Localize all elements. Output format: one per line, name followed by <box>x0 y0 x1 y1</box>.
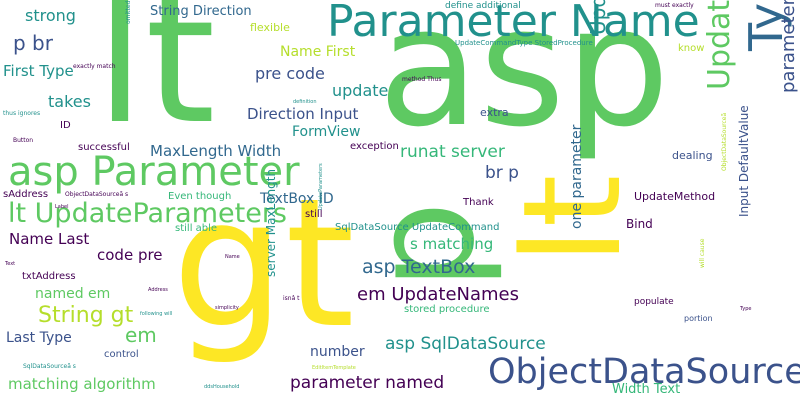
cloud-word: ObjectDataSourceã s <box>65 191 129 198</box>
cloud-word: still able <box>175 223 218 234</box>
cloud-word: dealing <box>672 149 713 162</box>
cloud-word: First Type <box>3 62 74 80</box>
cloud-word: lt UpdateParameters <box>8 198 287 229</box>
cloud-word: p br <box>13 31 53 55</box>
cloud-word: em UpdateNames <box>357 284 519 305</box>
cloud-word: sAddress <box>3 189 49 200</box>
cloud-word: method Thus <box>402 76 442 83</box>
cloud-word: Input DefaultValue <box>737 105 751 217</box>
cloud-word: number <box>310 344 365 360</box>
cloud-word: asp <box>378 0 670 163</box>
cloud-word: simplicity <box>215 305 239 311</box>
cloud-word: ObjectDataSource <box>488 352 800 392</box>
cloud-word: Name <box>225 254 240 260</box>
cloud-word: one parameter <box>569 124 585 229</box>
cloud-word: UpdateCommandType StoredProcedure <box>455 39 593 47</box>
cloud-word: Even though <box>168 191 232 202</box>
cloud-word: asp SqlDataSource <box>385 334 546 354</box>
cloud-word: FormView <box>292 124 361 140</box>
cloud-word: Name Last <box>9 230 90 248</box>
cloud-word: parameter named <box>290 373 445 393</box>
cloud-word: portion <box>684 314 713 323</box>
cloud-word: String gt <box>38 303 134 328</box>
cloud-word: named em <box>35 286 111 302</box>
cloud-word: Button <box>13 137 34 144</box>
cloud-word: br p <box>485 163 519 183</box>
cloud-word: UpdateParameters <box>318 163 324 210</box>
cloud-word: Direction Input <box>247 105 359 123</box>
cloud-word: s matching <box>410 235 494 253</box>
cloud-word: String Direction <box>150 4 252 19</box>
cloud-word: stored procedure <box>404 304 490 315</box>
cloud-word: Last Type <box>6 330 72 346</box>
cloud-word: ddsHousehold <box>204 384 240 390</box>
cloud-word: asp Parameter <box>8 149 300 195</box>
cloud-word: isnâ t <box>283 295 300 302</box>
cloud-word: pre code <box>255 64 325 83</box>
cloud-word: flexible <box>250 21 290 34</box>
cloud-word: Name First <box>280 44 356 60</box>
cloud-word: MaxLength Width <box>150 142 282 160</box>
cloud-word: UpdateParameters gt <box>702 0 737 90</box>
cloud-word: server MaxLength <box>264 169 278 277</box>
cloud-word: know <box>678 43 705 54</box>
cloud-word: Bind <box>626 217 653 231</box>
cloud-word: will cause <box>699 238 706 268</box>
cloud-word: exception <box>350 141 399 152</box>
cloud-word: Parameter Name <box>327 0 700 47</box>
cloud-word: extra <box>480 106 509 119</box>
cloud-word: Type <box>740 306 752 312</box>
cloud-word: takes <box>48 92 91 111</box>
cloud-word: gt <box>172 160 355 367</box>
cloud-word: asp TextBox <box>362 256 476 278</box>
cloud-word: ObjectDataSourceã <box>721 112 728 171</box>
cloud-word: code pre <box>97 246 163 264</box>
cloud-word: SqlDataSource UpdateCommand <box>335 222 500 233</box>
cloud-word: runat server <box>400 142 505 162</box>
cloud-word: thus ignores <box>3 110 41 117</box>
cloud-word: Label <box>55 204 69 210</box>
cloud-word: UpdateNames em <box>586 0 610 35</box>
cloud-word: definition <box>293 99 317 105</box>
cloud-word: omitted <box>125 0 132 24</box>
cloud-word: UpdateMethod <box>634 190 716 203</box>
cloud-word: Thank <box>463 197 494 208</box>
cloud-word: define additional <box>445 1 521 11</box>
cloud-word: populate <box>634 297 674 307</box>
cloud-word: must exactly <box>655 2 694 9</box>
cloud-word: Width Text <box>612 382 681 397</box>
cloud-word: ID <box>60 120 71 131</box>
cloud-word: EditItemTemplate <box>312 365 356 371</box>
cloud-word: successful <box>78 142 130 153</box>
cloud-word: lt <box>95 0 216 164</box>
cloud-word: following will <box>140 311 173 317</box>
cloud-word: txtAddress <box>22 271 76 282</box>
cloud-word: TextBox ID <box>260 191 334 207</box>
cloud-word: update <box>332 81 389 100</box>
cloud-word: parameters defined <box>778 0 799 93</box>
cloud-word: Address <box>148 287 168 293</box>
cloud-word: exactly match <box>73 63 116 70</box>
cloud-word: control <box>104 349 139 360</box>
cloud-word: Text <box>5 261 16 267</box>
cloud-word: matching algorithm <box>8 375 156 393</box>
cloud-word: still <box>305 209 323 220</box>
cloud-word: SqlDataSourceã s <box>23 363 76 370</box>
cloud-word: strong <box>25 6 76 25</box>
cloud-word: em <box>125 323 157 347</box>
